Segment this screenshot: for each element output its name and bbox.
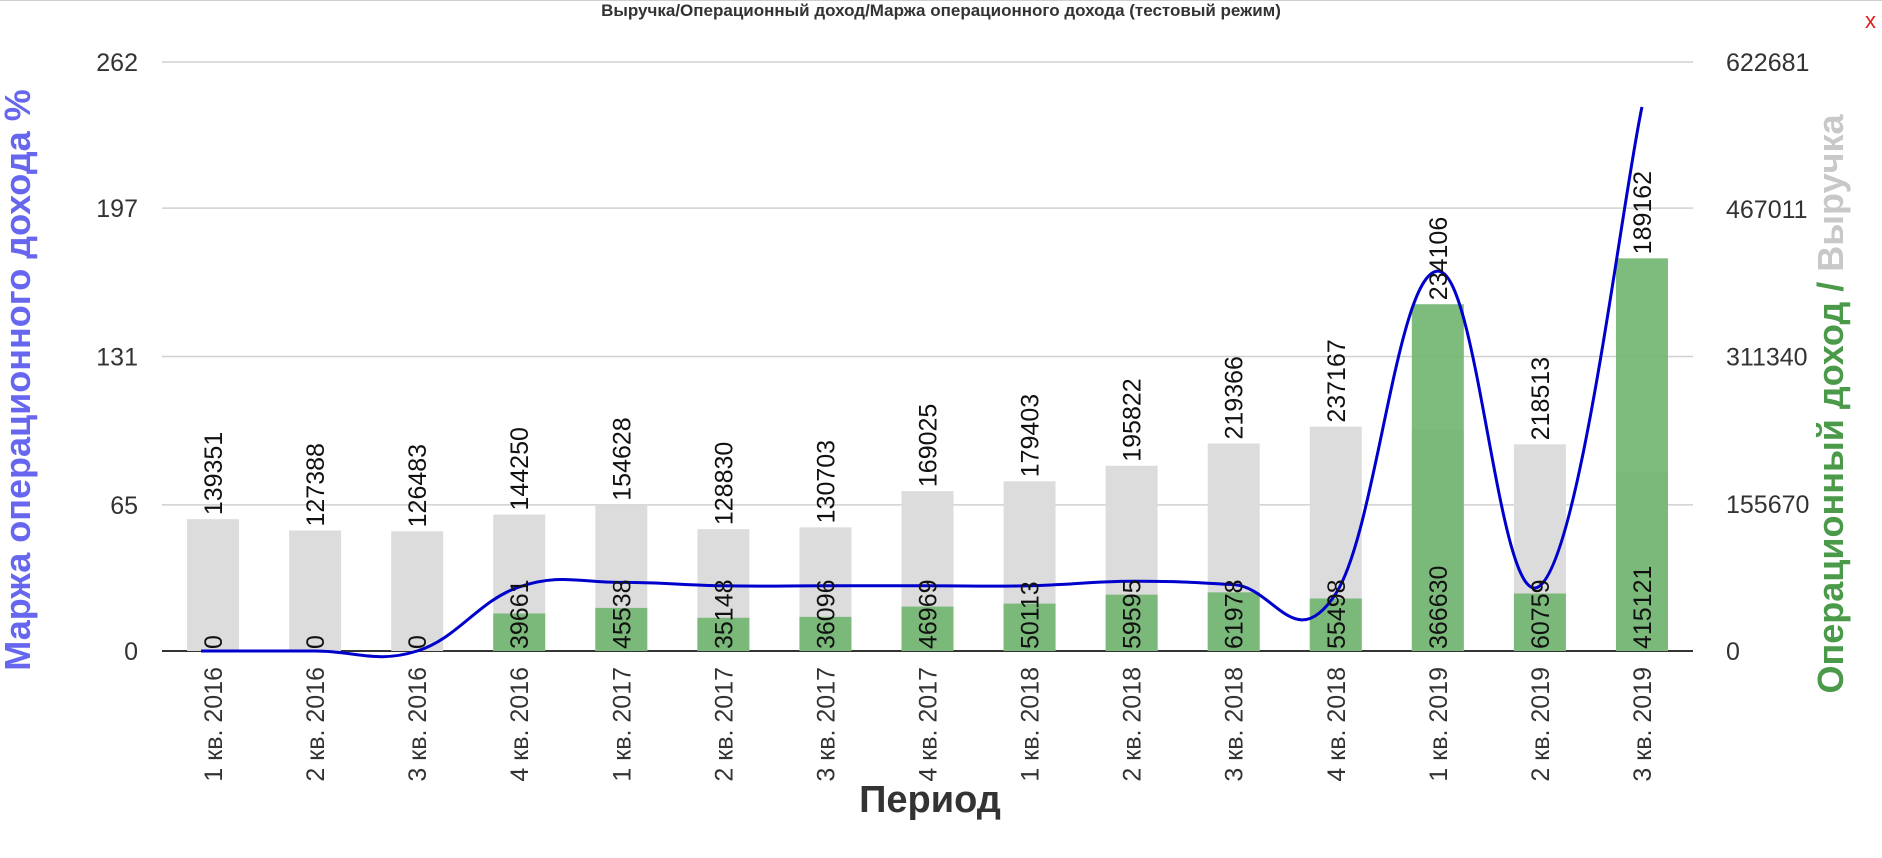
revenue-data-label: 219366 xyxy=(1221,356,1249,439)
op-income-data-label: 50113 xyxy=(1017,581,1045,649)
revenue-bar[interactable] xyxy=(391,531,444,651)
revenue-data-label: 127388 xyxy=(302,443,330,526)
x-tick-label: 1 кв. 2017 xyxy=(608,667,636,782)
revenue-data-label: 139351 xyxy=(200,432,228,515)
y-tick-left: 0 xyxy=(124,638,138,666)
y-tick-left: 131 xyxy=(96,344,138,372)
x-tick-label: 2 кв. 2019 xyxy=(1527,667,1555,782)
op-income-data-label: 60759 xyxy=(1527,579,1555,649)
x-tick-label: 4 кв. 2018 xyxy=(1323,667,1351,782)
x-tick-labels: 1 кв. 2016 2 кв. 2016 3 кв. 2016 4 кв. 2016… xyxy=(200,667,1657,782)
op-income-bar[interactable] xyxy=(1615,258,1668,651)
close-button[interactable]: x xyxy=(1865,8,1876,33)
axis-ticks: 0 65 131 197 262 0 155670 311340 467011 622681 xyxy=(96,49,1809,666)
x-tick-label: 3 кв. 2016 xyxy=(404,667,432,782)
op-income-bar[interactable] xyxy=(595,607,648,651)
revenue-data-label: 144250 xyxy=(506,427,534,510)
y-tick-right: 622681 xyxy=(1726,49,1809,77)
op-income-data-label: 46969 xyxy=(915,579,943,649)
y-tick-left: 262 xyxy=(96,49,138,77)
op-income-bar[interactable] xyxy=(493,613,546,651)
x-tick-label: 2 кв. 2017 xyxy=(710,667,738,782)
op-income-data-label: 45538 xyxy=(608,579,636,649)
x-tick-label: 3 кв. 2017 xyxy=(812,667,840,782)
revenue-data-label: 218513 xyxy=(1527,357,1555,440)
x-tick-label: 1 кв. 2019 xyxy=(1425,667,1453,782)
y-tick-left: 65 xyxy=(110,492,138,520)
revenue-data-label: 126483 xyxy=(404,444,432,527)
revenue-data-label: 237167 xyxy=(1323,339,1351,422)
top-border xyxy=(0,0,1882,1)
op-income-data-label: 36096 xyxy=(812,579,840,649)
op-income-bar[interactable] xyxy=(901,606,954,651)
op-income-data-label: 59595 xyxy=(1119,579,1147,649)
x-tick-label: 2 кв. 2016 xyxy=(302,667,330,782)
x-tick-label: 1 кв. 2018 xyxy=(1017,667,1045,782)
op-income-bars xyxy=(493,258,1668,651)
op-income-bar[interactable] xyxy=(697,617,750,651)
revenue-data-label: 195822 xyxy=(1119,378,1147,461)
y-axis-title-left: Маржа операционного дохода % xyxy=(0,89,38,670)
y-axis-title-right-rev: Выручка xyxy=(1810,113,1851,271)
y-axis-title-right: Операционный доход / Выручка xyxy=(1810,113,1851,693)
y-tick-right: 467011 xyxy=(1726,196,1808,224)
x-tick-label: 4 кв. 2016 xyxy=(506,667,534,782)
x-tick-label: 4 кв. 2017 xyxy=(915,667,943,782)
op-income-bar[interactable] xyxy=(1207,592,1260,651)
op-income-bar[interactable] xyxy=(1513,593,1566,651)
revenue-data-label: 154628 xyxy=(608,417,636,500)
x-tick-label: 3 кв. 2018 xyxy=(1221,667,1249,782)
revenue-data-label: 179403 xyxy=(1017,394,1045,477)
op-income-bar[interactable] xyxy=(1309,598,1362,651)
revenue-bar[interactable] xyxy=(289,530,342,651)
op-income-bar[interactable] xyxy=(799,616,852,651)
op-income-data-label: 61978 xyxy=(1221,579,1249,649)
revenue-data-label: 128830 xyxy=(710,442,738,525)
op-income-data-label: 0 xyxy=(404,635,432,649)
y-axis-title-right-sep: / xyxy=(1810,272,1851,302)
revenue-data-label: 189162 xyxy=(1629,171,1657,254)
revenue-data-label: 130703 xyxy=(812,440,840,523)
op-income-data-label: 0 xyxy=(200,635,228,649)
op-income-data-label: 55498 xyxy=(1323,579,1351,649)
y-tick-right: 155670 xyxy=(1726,491,1809,519)
y-axis-title-right-op: Операционный доход xyxy=(1810,302,1851,694)
y-tick-right: 311340 xyxy=(1726,344,1808,372)
x-tick-label: 3 кв. 2019 xyxy=(1629,667,1657,782)
x-tick-label: 2 кв. 2018 xyxy=(1119,667,1147,782)
chart-title: Выручка/Операционный доход/Маржа операци… xyxy=(601,1,1281,20)
data-labels: 139351 0 127388 0 126483 0 144250 39661 154628 45… xyxy=(200,171,1657,649)
op-income-data-label: 35148 xyxy=(710,579,738,649)
op-income-data-label: 0 xyxy=(302,635,330,649)
op-income-bar[interactable] xyxy=(1003,603,1056,651)
y-tick-left: 197 xyxy=(96,195,138,223)
op-income-bar[interactable] xyxy=(1411,304,1464,651)
op-income-data-label: 366630 xyxy=(1425,566,1453,649)
revenue-data-label: 234106 xyxy=(1425,217,1453,300)
revenue-bar[interactable] xyxy=(187,519,240,651)
revenue-data-label: 169025 xyxy=(915,404,943,487)
x-axis-title: Период xyxy=(859,779,1001,821)
op-income-data-label: 39661 xyxy=(506,579,534,649)
margin-line xyxy=(201,106,1644,659)
op-income-data-label: 415121 xyxy=(1629,566,1657,649)
op-income-bar[interactable] xyxy=(1105,594,1158,651)
x-tick-label: 1 кв. 2016 xyxy=(200,667,228,782)
y-tick-right: 0 xyxy=(1726,638,1740,666)
